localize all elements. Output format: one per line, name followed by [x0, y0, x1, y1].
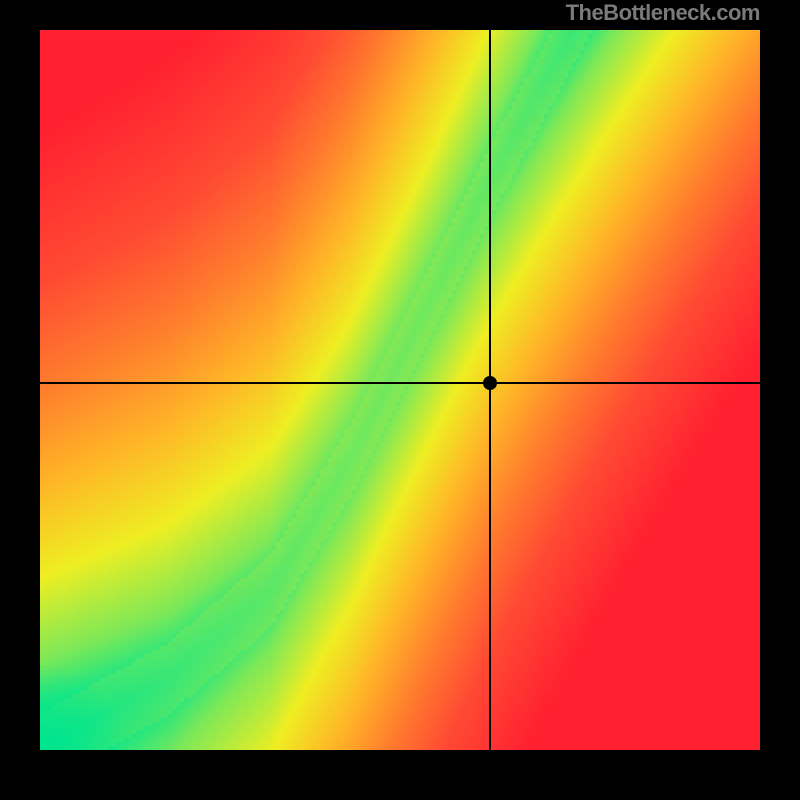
crosshair-horizontal-line	[40, 382, 760, 384]
watermark-text: TheBottleneck.com	[566, 0, 760, 26]
crosshair-marker	[483, 376, 497, 390]
bottleneck-heatmap	[40, 30, 760, 750]
crosshair-vertical-line	[489, 30, 491, 750]
